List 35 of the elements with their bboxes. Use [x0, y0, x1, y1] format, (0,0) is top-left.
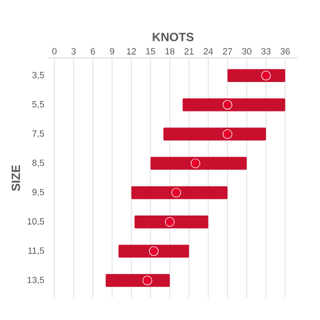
x-tick-label: 9 — [110, 48, 114, 54]
point — [164, 217, 175, 227]
y-axis-title: SIZE — [12, 165, 20, 191]
point — [222, 100, 232, 110]
y-tick-label: 9,5 — [32, 188, 44, 196]
x-tick-label: 3 — [71, 48, 76, 54]
x-tick-label: 27 — [222, 48, 232, 54]
y-tick-label: 5,5 — [32, 101, 44, 108]
x-tick-label: 6 — [90, 48, 95, 54]
bar — [163, 128, 266, 141]
bar — [182, 98, 286, 112]
x-tick-label: 12 — [127, 48, 136, 54]
point — [148, 246, 159, 256]
bar — [227, 69, 286, 82]
y-tick-label: 11,5 — [28, 248, 44, 255]
x-tick-label: 21 — [184, 48, 194, 54]
x-tick-label: 18 — [165, 48, 174, 54]
point — [222, 129, 232, 139]
x-tick-label: 36 — [280, 48, 290, 54]
point — [261, 70, 271, 80]
x-tick-label: 33 — [261, 48, 271, 54]
y-tick-label: 7,5 — [32, 130, 44, 138]
bar — [106, 274, 170, 287]
y-tick-label: 8,5 — [32, 160, 44, 168]
y-tick-label: 13,5 — [28, 276, 44, 284]
x-tick-label: 24 — [204, 48, 213, 54]
point — [171, 188, 182, 198]
y-tick-label: 3,5 — [32, 72, 44, 80]
point — [142, 276, 152, 286]
y-tick-label: 10,5 — [28, 218, 44, 226]
x-tick-label: 30 — [242, 48, 252, 54]
x-tick-label: 0 — [52, 48, 57, 54]
point — [190, 158, 200, 168]
x-tick-label: 15 — [146, 48, 156, 54]
x-axis-title: KNOTS — [152, 32, 194, 42]
